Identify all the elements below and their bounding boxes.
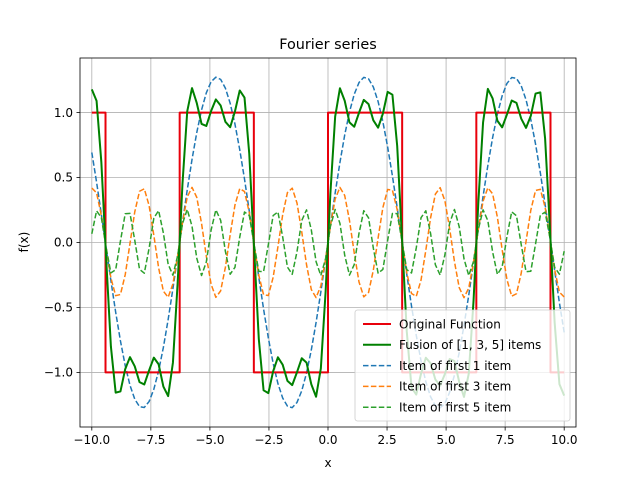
x-tick-label: 2.5: [378, 433, 397, 447]
ticks: −10.0 −7.5 −5.0 −2.5 0.0 2.5 5.0 7.5 10.0 −1.0 −0.…: [44, 106, 578, 447]
legend: Original Function Fusion of [1, 3, 5] ite…: [354, 309, 571, 422]
y-axis-label: f(x): [17, 232, 31, 253]
y-tick-label: −1.0: [44, 366, 73, 380]
y-tick-label: 1.0: [54, 106, 73, 120]
x-tick-label: 7.5: [496, 433, 515, 447]
x-axis-label: x: [324, 456, 331, 470]
y-tick-label: 0.5: [54, 171, 73, 185]
series-line-2: [90, 87, 566, 398]
legend-label-1: Original Function: [399, 317, 501, 331]
legend-label-3: Item of first 1 item: [399, 359, 511, 373]
legend-box: [354, 309, 571, 422]
x-tick-label: 10.0: [551, 433, 578, 447]
legend-label-2: Fusion of [1, 3, 5] items: [399, 338, 541, 352]
x-tick-label: 0.0: [318, 433, 337, 447]
y-tick-label: −0.5: [44, 301, 73, 315]
chart-title: Fourier series: [279, 37, 377, 53]
x-tick-label: −7.5: [136, 433, 165, 447]
x-tick-label: 5.0: [437, 433, 456, 447]
x-tick-label: −2.5: [254, 433, 283, 447]
series-line-3: [91, 76, 565, 409]
legend-label-4: Item of first 3 item: [399, 380, 511, 394]
plot-area: [90, 76, 566, 409]
legend-label-5: Item of first 5 item: [399, 401, 511, 415]
y-tick-label: 0.0: [54, 236, 73, 250]
x-tick-label: −5.0: [195, 433, 224, 447]
x-tick-label: −10.0: [73, 433, 110, 447]
